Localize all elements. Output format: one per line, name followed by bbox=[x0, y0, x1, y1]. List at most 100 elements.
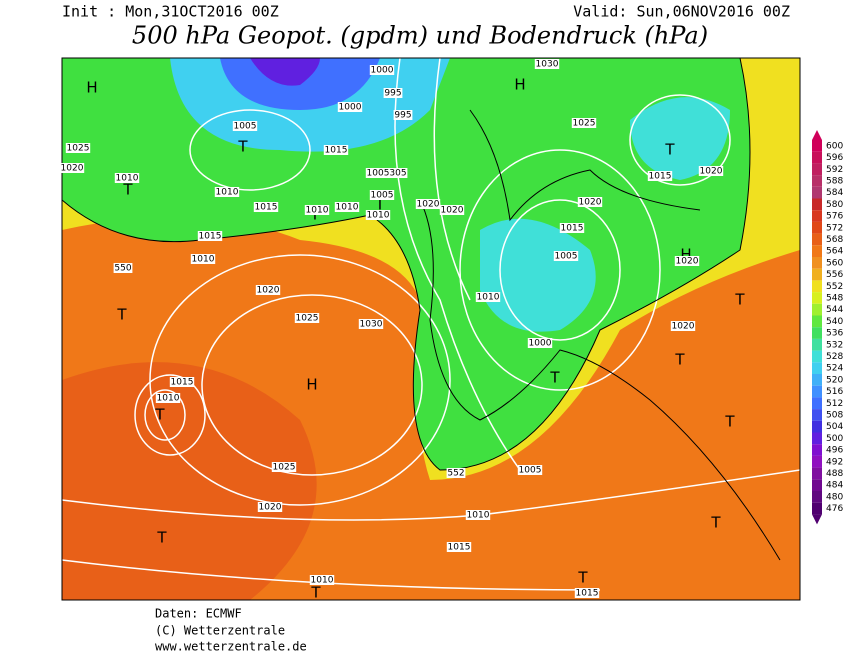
pressure-center: H bbox=[86, 79, 97, 97]
colorbar-label: 576 bbox=[826, 212, 843, 222]
isobar-label: 1015 bbox=[561, 224, 584, 234]
isobar-label: 1010 bbox=[311, 576, 334, 586]
colorbar-label: 584 bbox=[826, 188, 843, 198]
isobar-label-bg bbox=[574, 588, 600, 598]
pressure-center: T bbox=[674, 351, 685, 369]
colorbar-label: 568 bbox=[826, 235, 843, 245]
colorbar-label: 488 bbox=[826, 469, 843, 479]
colorbar-swatch bbox=[812, 198, 822, 211]
colorbar-swatch bbox=[812, 420, 822, 433]
valid-time: Valid: Sun,06NOV2016 00Z bbox=[573, 3, 790, 21]
map-frame bbox=[61, 57, 801, 601]
colorbar-label: 516 bbox=[826, 387, 843, 397]
pressure-center: T bbox=[154, 406, 165, 424]
isobar-label-bg bbox=[517, 465, 543, 475]
colorbar-swatch bbox=[812, 338, 822, 351]
colorbar-swatch bbox=[812, 303, 822, 316]
isobar-label-bg bbox=[446, 468, 466, 478]
isobar-label-bg bbox=[232, 121, 258, 131]
isobar-label-bg bbox=[257, 502, 283, 512]
colorbar-swatch bbox=[812, 257, 822, 269]
colorbar-swatch bbox=[812, 280, 822, 293]
isobar-label: 1020 bbox=[700, 167, 723, 177]
isobar-label: 552 bbox=[447, 469, 464, 479]
colorbar-label: 504 bbox=[826, 422, 843, 432]
isobar-label-bg bbox=[388, 168, 408, 178]
colorbar-label: 548 bbox=[826, 293, 843, 303]
isobar-label: 1000 bbox=[339, 103, 362, 113]
colorbar-swatch bbox=[812, 245, 822, 257]
isobar-label-bg bbox=[253, 202, 279, 212]
isobar-label: 1020 bbox=[61, 164, 84, 174]
isobar-label-bg bbox=[309, 575, 335, 585]
colorbar-label: 552 bbox=[826, 282, 843, 292]
isobar-label-bg bbox=[534, 59, 560, 69]
isobar-label: 1025 bbox=[573, 119, 596, 129]
isobar-label: 1015 bbox=[199, 232, 222, 242]
isobar-label-bg bbox=[383, 88, 403, 98]
isobar-label-bg bbox=[337, 102, 363, 112]
isobar-label: 1005 bbox=[234, 122, 257, 132]
colorbar-swatch bbox=[812, 175, 822, 187]
isobar-label: 1000 bbox=[371, 66, 394, 76]
isobar-label-bg bbox=[446, 542, 472, 552]
isobar-label: 1020 bbox=[676, 257, 699, 267]
colorbar-swatch bbox=[812, 502, 822, 515]
colorbar-label: 556 bbox=[826, 270, 843, 280]
colorbar-label: 560 bbox=[826, 258, 843, 268]
init-time: Init : Mon,31OCT2016 00Z bbox=[62, 3, 279, 21]
colorbar-label: 592 bbox=[826, 165, 843, 175]
isobar-label-bg bbox=[304, 205, 330, 215]
colorbar-swatch bbox=[812, 315, 822, 328]
isobar-label-bg bbox=[465, 510, 491, 520]
colorbar-swatch bbox=[812, 140, 822, 152]
colorbar-label: 520 bbox=[826, 375, 843, 385]
isobar-label-bg bbox=[358, 319, 384, 329]
isobar-label: 1020 bbox=[257, 286, 280, 296]
isobar-label-bg bbox=[369, 65, 395, 75]
colorbar-swatch bbox=[812, 479, 822, 491]
colorbar-label: 564 bbox=[826, 247, 843, 257]
isobar-label: 305 bbox=[389, 169, 406, 179]
colorbar-swatch bbox=[812, 292, 822, 304]
isobar-label-bg bbox=[559, 223, 585, 233]
colorbar-swatch bbox=[812, 385, 822, 398]
colorbar-label: 492 bbox=[826, 457, 843, 467]
isobar-label: 1015 bbox=[649, 172, 672, 182]
colorbar-label: 528 bbox=[826, 352, 843, 362]
colorbar-swatch bbox=[812, 327, 822, 339]
pressure-center: T bbox=[710, 514, 721, 532]
isobar-label: 1020 bbox=[417, 200, 440, 210]
isobar-label: 1030 bbox=[360, 320, 383, 330]
colorbar-label: 532 bbox=[826, 340, 843, 350]
colorbar-swatch bbox=[812, 163, 822, 176]
pressure-center: T bbox=[664, 141, 675, 159]
colorbar-label: 480 bbox=[826, 492, 843, 502]
colorbar-swatch bbox=[812, 397, 822, 410]
colorbar-label: 540 bbox=[826, 317, 843, 327]
isobar-label: 1025 bbox=[67, 144, 90, 154]
colorbar-swatch bbox=[812, 455, 822, 468]
pressure-center: T bbox=[310, 584, 321, 602]
isobar-label: 550 bbox=[114, 264, 131, 274]
copyright: (C) Wetterzentrale bbox=[155, 624, 285, 638]
isobar-label-bg bbox=[59, 163, 85, 173]
isobar-label-bg bbox=[365, 168, 391, 178]
colorbar-swatch bbox=[812, 409, 822, 421]
pressure-center: T bbox=[734, 291, 745, 309]
isobar-label: 1030 bbox=[536, 60, 559, 70]
isobar-label-bg bbox=[369, 190, 395, 200]
colorbar-swatch bbox=[812, 374, 822, 386]
colorbar-swatch bbox=[812, 186, 822, 199]
isobar-label: 1010 bbox=[306, 206, 329, 216]
isobar-label: 1005 bbox=[555, 252, 578, 262]
isobar-label: 1020 bbox=[259, 503, 282, 513]
pressure-center: T bbox=[374, 196, 385, 214]
colorbar-swatch bbox=[812, 491, 822, 503]
pressure-center: H bbox=[514, 76, 525, 94]
colorbar-label: 512 bbox=[826, 399, 843, 409]
isobar-label: 1005 bbox=[371, 191, 394, 201]
isobar-label-bg bbox=[577, 197, 603, 207]
